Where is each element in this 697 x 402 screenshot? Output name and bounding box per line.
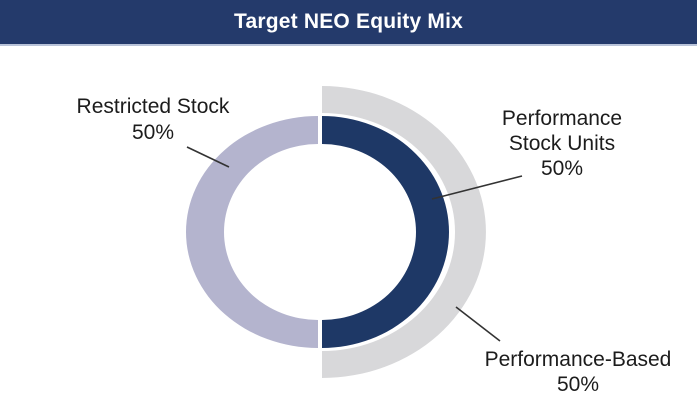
leader-line-performance-stock-units — [431, 175, 523, 200]
label-performance-based-line1: Performance-Based — [484, 348, 672, 371]
label-restricted-stock-line1: Restricted Stock — [76, 95, 230, 118]
label-performance-stock-units: Performance Stock Units 50% — [447, 106, 677, 181]
leader-line-restricted-stock — [186, 146, 230, 168]
header-bar: Target NEO Equity Mix — [0, 0, 697, 46]
slice-performance-stock-units — [322, 116, 449, 348]
label-performance-based: Performance-Based 50% — [458, 347, 697, 397]
ring-performance-based — [322, 86, 486, 378]
label-psu-value: 50% — [540, 157, 584, 180]
page-title: Target NEO Equity Mix — [233, 10, 463, 33]
label-psu-line1: Performance — [501, 107, 623, 130]
label-psu-line2: Stock Units — [508, 132, 616, 155]
label-restricted-stock: Restricted Stock 50% — [28, 94, 278, 146]
slice-restricted-stock — [186, 116, 318, 348]
leader-line-performance-based — [455, 306, 501, 342]
label-restricted-stock-value: 50% — [131, 121, 175, 144]
label-performance-based-value: 50% — [556, 373, 600, 396]
